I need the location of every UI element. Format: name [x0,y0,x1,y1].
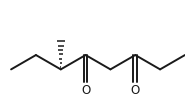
Text: O: O [81,84,90,97]
Text: O: O [131,84,140,97]
